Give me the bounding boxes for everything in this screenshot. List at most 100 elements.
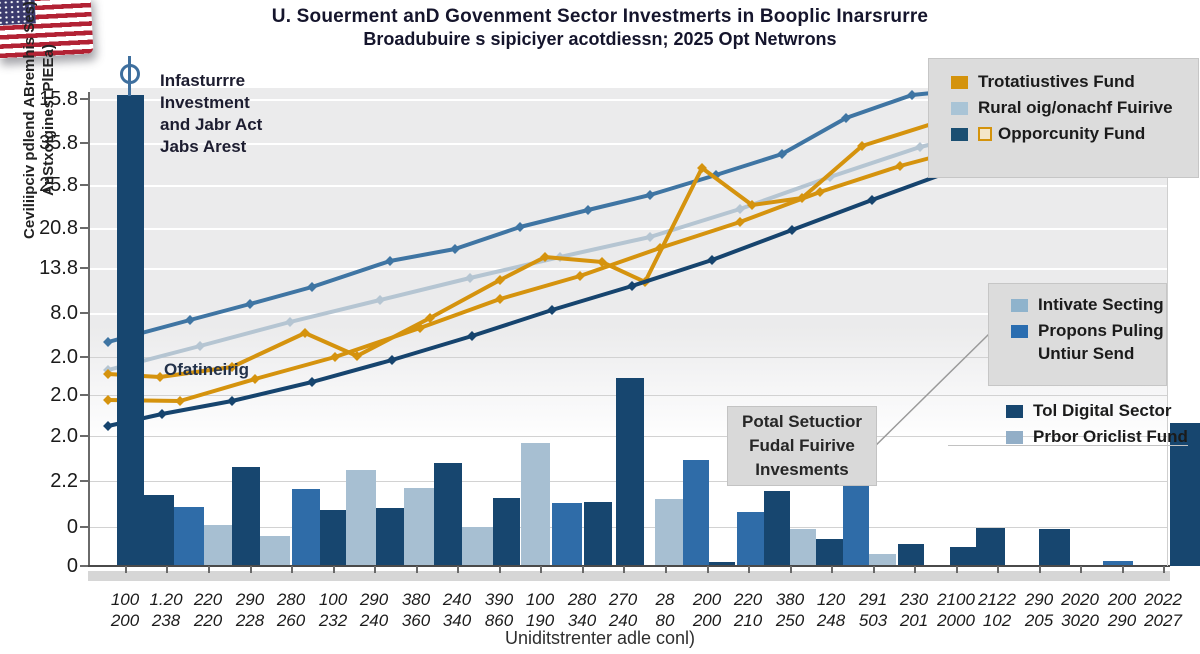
x-tick-label-row1: 290 (359, 590, 389, 609)
x-axis-band (88, 571, 1170, 581)
y-axis-tick (80, 98, 89, 100)
x-axis-tick (1163, 566, 1165, 573)
legend-item: Rural oig/onachf Fuirive (929, 95, 1198, 121)
y-axis-tick (80, 565, 89, 567)
x-tick-label-row1: 380 (775, 590, 805, 609)
legend-extra-line: Untiur Send (1038, 344, 1135, 363)
gridline (90, 228, 1168, 230)
x-tick-label-row2: 3020 (1061, 611, 1099, 630)
y-axis-tick (80, 480, 89, 482)
annotation-potal-box: Potal Setuctior Fudal Fuirive Invesments (727, 406, 877, 486)
y-axis-spine (88, 92, 90, 566)
x-axis-baseline (88, 565, 1170, 567)
y-axis-tick (80, 184, 89, 186)
legend-item: Tol Digital Sector (996, 398, 1196, 424)
legend-item-label: Intivate Secting (1038, 295, 1164, 314)
x-tick-label-row2: 232 (318, 611, 348, 630)
y-axis-tick (80, 267, 89, 269)
x-tick-label-row1: 390 (484, 590, 514, 609)
legend-item-label: Trotatiustives Fund (978, 72, 1135, 91)
bar (404, 488, 434, 566)
x-tick-label-row2: 340 (567, 611, 597, 630)
bar (737, 512, 764, 566)
bar (376, 508, 404, 566)
y-axis-tick (80, 312, 89, 314)
bar (521, 443, 550, 566)
legend-swatch (1006, 430, 1023, 444)
x-axis-tick (623, 566, 625, 573)
legend-item: Opporcunity Fund (929, 121, 1198, 147)
x-tick-label-row2: 240 (608, 611, 638, 630)
annotation-infra-line2: Investment (160, 93, 250, 112)
bar (462, 527, 493, 566)
legend-item-label: Rural oig/onachf Fuirive (978, 98, 1173, 117)
x-tick-label-row2: 80 (655, 611, 675, 630)
bar (976, 528, 1005, 566)
gear-icon (978, 127, 992, 141)
y-tick-label: 2.2 (50, 470, 78, 492)
x-tick-label-row2: 260 (276, 611, 306, 630)
annotation-infrastructure: Infasturrre Investment and Jabr Act Jabs… (160, 70, 262, 158)
x-tick-label-row2: 205 (1024, 611, 1054, 630)
x-tick-label-row1: 200 (692, 590, 722, 609)
bar (950, 547, 976, 566)
x-tick-label-row1: 100 (525, 590, 555, 609)
y-tick-label: 25.8 (39, 174, 78, 196)
x-axis-tick (831, 566, 833, 573)
bar (584, 502, 612, 566)
x-tick-label-row1: 2100 (937, 590, 975, 609)
legend-bottom: Tol Digital Sector Prbor Oriclist Fund (996, 398, 1196, 450)
y-axis-title-line2: AnStxoiginesi PlEEa) (40, 44, 57, 196)
annotation-infra-line1: Infasturrre (160, 71, 246, 90)
legend-swatch (1006, 404, 1023, 418)
x-axis-tick (374, 566, 376, 573)
annotation-infra-line4: Jabs Arest (160, 137, 247, 156)
x-axis-tick (499, 566, 501, 573)
x-tick-label-row2: 290 (1107, 611, 1137, 630)
annotation-potal-line2: Fudal Fuirive (749, 436, 855, 455)
bar (655, 499, 683, 566)
bar (232, 467, 260, 566)
legend-item: Trotatiustives Fund (929, 69, 1198, 95)
x-tick-label-row1: 240 (442, 590, 472, 609)
x-tick-label-row2: 210 (733, 611, 763, 630)
x-axis-tick (707, 566, 709, 573)
bar (144, 495, 174, 566)
y-axis-title: Ceviliipciv pdlend ABremhis Ses) AnStxoi… (20, 0, 58, 330)
annotation-ofatineirig: Ofatineirig (164, 360, 250, 379)
bar (174, 507, 204, 566)
bar (552, 503, 582, 566)
x-tick-label-row1: 220 (193, 590, 223, 609)
y-axis-tick (80, 394, 89, 396)
y-tick-label: 35.8 (39, 132, 78, 154)
x-axis-tick (1080, 566, 1082, 573)
x-tick-label-row1: 2020 (1061, 590, 1099, 609)
x-tick-label-row2: 220 (193, 611, 223, 630)
x-tick-label-row2: 228 (235, 611, 265, 630)
bar (898, 544, 924, 566)
x-tick-label-row1: 2122 (978, 590, 1016, 609)
bar (1039, 529, 1070, 566)
bar (346, 470, 376, 566)
y-axis-title-line1: Ceviliipciv pdlend ABremhis Ses) (21, 1, 38, 239)
x-tick-label-row2: 201 (899, 611, 929, 630)
bar (709, 562, 735, 566)
legend-swatch (951, 101, 968, 115)
x-axis-tick (582, 566, 584, 573)
y-axis-tick (80, 526, 89, 528)
gridline (90, 268, 1168, 270)
x-tick-label-row2: 200 (110, 611, 140, 630)
legend-item: Intivate Secting (989, 292, 1166, 318)
x-tick-label-row1: 200 (1107, 590, 1137, 609)
bar (434, 463, 462, 566)
chart-subtitle: Broadubuire s sipiciyer acotdiessn; 2025… (363, 29, 837, 49)
y-axis-tick (80, 227, 89, 229)
x-tick-label-row1: 290 (235, 590, 265, 609)
x-tick-label-row2: 860 (484, 611, 514, 630)
gridline (90, 185, 1168, 187)
x-tick-label-row1: 380 (401, 590, 431, 609)
x-tick-label-row1: 280 (276, 590, 306, 609)
bar (869, 554, 896, 566)
legend-item: Propons Puling (989, 318, 1166, 344)
bar (790, 529, 816, 566)
